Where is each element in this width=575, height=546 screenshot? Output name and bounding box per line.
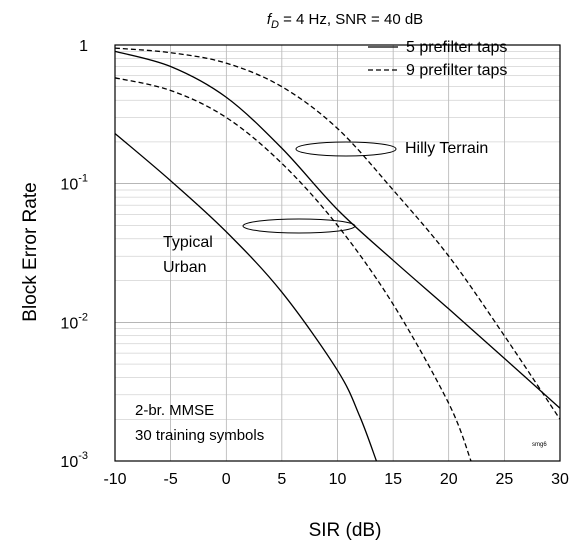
x-tick-label: -10 [103,471,126,488]
y-axis-label: Block Error Rate [20,182,41,321]
annotation-hilly-terrain: Hilly Terrain [405,140,488,157]
y-tick-labels: 1 10-1 10-2 10-3 [60,38,88,471]
y-tick-label: 10-2 [60,311,88,332]
x-tick-labels: -10 -5 0 5 10 15 20 25 30 [103,471,569,488]
y-tick-label: 1 [79,38,88,55]
plot-frame [114,44,561,462]
y-tick-label: 10-3 [60,450,88,471]
annotation-typical-urban: Typical Urban [163,234,217,276]
series-line-1 [114,47,561,420]
series-layer [114,47,561,462]
method-line-1: 2-br. MMSE [135,402,214,419]
annotation-smg6: smg6 [532,442,547,448]
hilly-terrain-ellipse [295,141,397,157]
x-tick-label: 30 [551,471,569,488]
series-line-2 [114,133,378,462]
legend-label-5-taps: 5 prefilter taps [406,39,507,56]
x-tick-label: 20 [440,471,458,488]
x-tick-label: 10 [329,471,347,488]
x-tick-label: 5 [277,471,286,488]
x-tick-label: 0 [222,471,231,488]
x-axis-label: SIR (dB) [309,520,382,541]
title-subscript: D [271,19,279,31]
urban-label: Urban [163,259,207,276]
typical-urban-ellipse [242,218,356,234]
legend: 5 prefilter taps 9 prefilter taps [368,39,507,79]
y-tick-label: 10-1 [60,173,88,194]
chart-title: fD = 4 Hz, SNR = 40 dB [267,11,423,31]
title-rest: = 4 Hz, SNR = 40 dB [279,11,423,28]
grid [114,45,561,462]
legend-label-9-taps: 9 prefilter taps [406,62,507,79]
series-line-0 [114,50,561,409]
series-line-3 [114,77,472,462]
x-tick-label: 25 [495,471,513,488]
x-tick-label: -5 [164,471,178,488]
method-line-2: 30 training symbols [135,427,264,444]
x-tick-label: 15 [384,471,402,488]
title-f: f [267,11,273,28]
typical-label: Typical [163,234,213,251]
annotation-method: 2-br. MMSE 30 training symbols [135,402,264,444]
